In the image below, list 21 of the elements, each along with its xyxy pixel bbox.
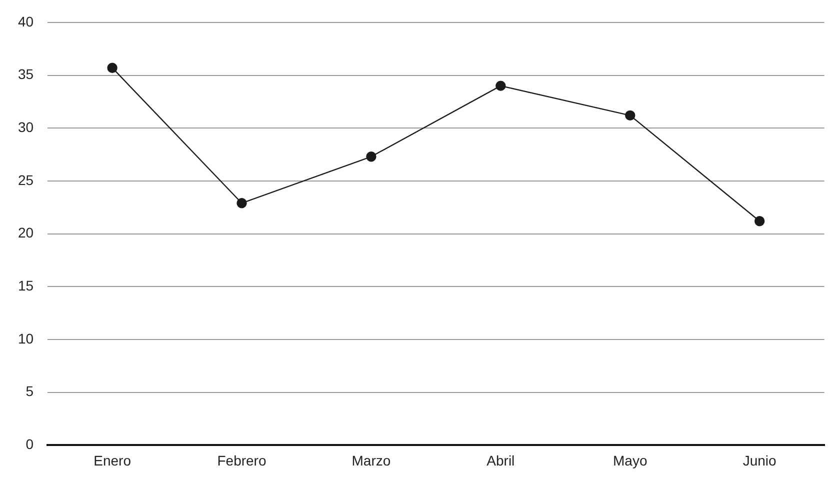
y-tick-label: 5 (26, 383, 34, 400)
y-tick-label: 40 (18, 13, 34, 30)
point (236, 198, 247, 208)
y-tick-label: 15 (18, 278, 34, 294)
x-tick-label: Mayo (613, 452, 648, 468)
x-tick-label: Enero (94, 452, 132, 468)
point (625, 110, 636, 121)
point (754, 216, 765, 226)
y-tick-label: 30 (18, 118, 34, 135)
y-tick-label: 35 (18, 66, 34, 82)
y-tick-label: 25 (18, 172, 34, 188)
y-tick-label: 20 (18, 224, 34, 241)
y-tick-label: 10 (18, 330, 34, 346)
point (366, 152, 376, 162)
point (107, 62, 118, 73)
point (496, 80, 506, 91)
x-tick-label: Junio (742, 452, 777, 468)
x-tick-label: Febrero (217, 452, 266, 468)
x-tick-label: Abril (486, 452, 515, 468)
x-tick-label: Marzo (352, 452, 391, 468)
y-tick-label: 0 (26, 436, 34, 452)
